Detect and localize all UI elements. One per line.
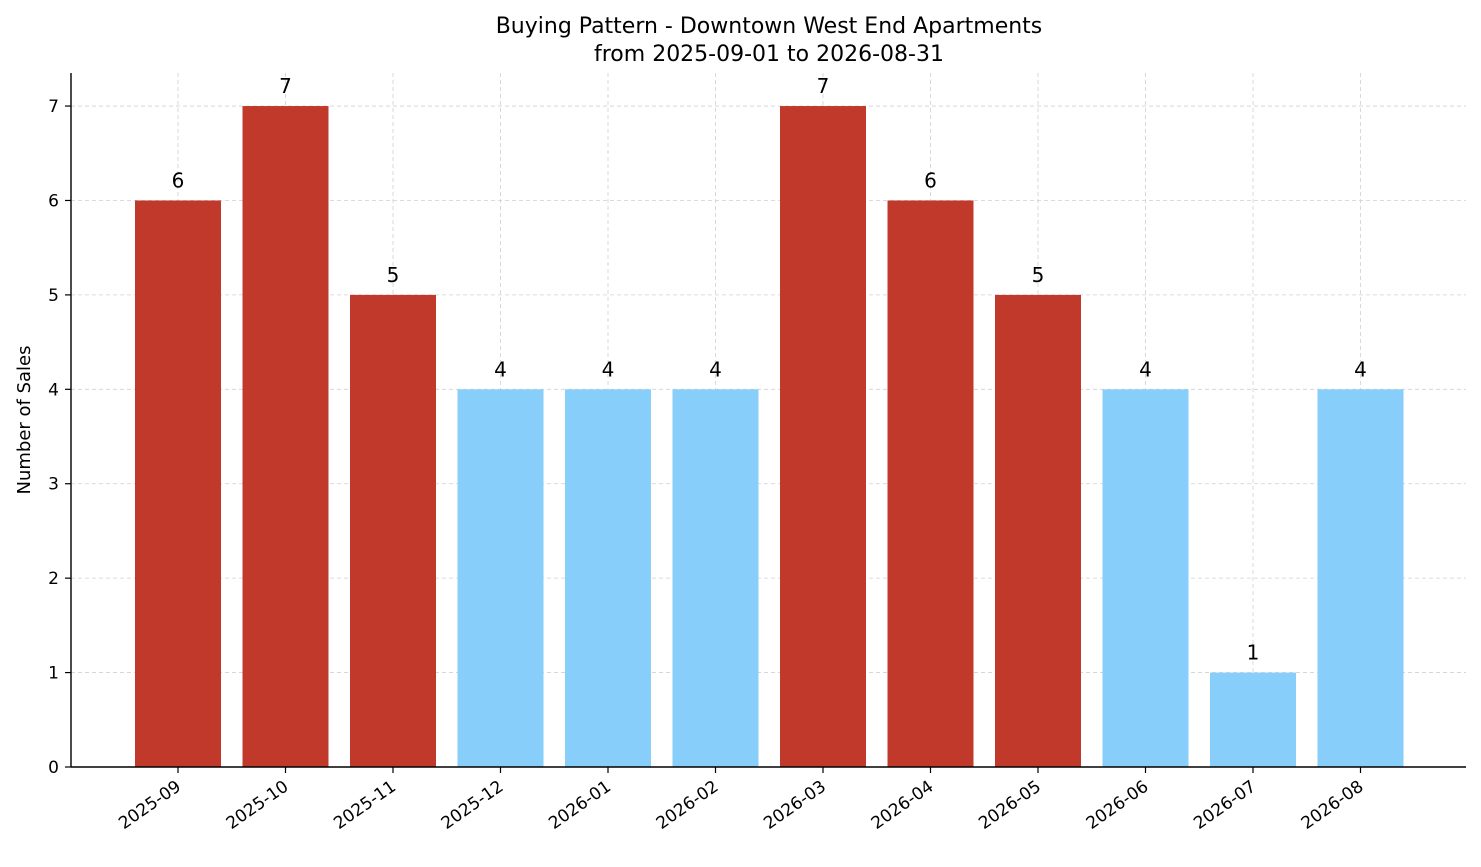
x-tick-label: 2025-10 [223, 777, 293, 834]
data-label: 6 [172, 168, 185, 192]
x-tick-label: 2025-11 [330, 777, 400, 834]
x-tick-label: 2026-06 [1083, 777, 1153, 834]
data-label: 7 [817, 74, 830, 98]
y-tick-label: 1 [48, 664, 59, 684]
data-label: 4 [494, 357, 507, 381]
bar-2026-02 [672, 389, 759, 767]
y-tick-label: 4 [48, 380, 59, 400]
bar-2026-08 [1317, 389, 1404, 767]
chart-subtitle: from 2025-09-01 to 2026-08-31 [594, 42, 944, 67]
x-tick-label: 2026-07 [1190, 777, 1260, 834]
y-tick-label: 0 [48, 758, 59, 778]
data-label: 5 [387, 263, 400, 287]
y-axis-label: Number of Sales [14, 345, 35, 494]
bar-2025-11 [350, 294, 436, 767]
x-tick-label: 2025-12 [438, 777, 508, 834]
bar-layer [135, 106, 1404, 768]
bar-2026-01 [565, 389, 651, 767]
y-tick-label: 6 [48, 191, 59, 211]
bar-2026-06 [1102, 389, 1189, 767]
x-tick-label: 2026-05 [975, 777, 1045, 834]
bar-2026-07 [1210, 672, 1296, 767]
bar-2025-09 [135, 200, 221, 768]
bar-2025-12 [457, 389, 544, 767]
y-tick-label: 5 [48, 286, 59, 306]
y-tick-label: 2 [48, 569, 59, 589]
data-label: 4 [709, 357, 722, 381]
chart-title: Buying Pattern - Downtown West End Apart… [496, 14, 1043, 39]
data-label: 1 [1247, 641, 1260, 665]
data-label: 4 [602, 357, 615, 381]
y-tick-label: 3 [48, 475, 59, 495]
x-tick-label: 2026-04 [868, 777, 938, 834]
data-label: 4 [1139, 357, 1152, 381]
x-tick-label: 2026-02 [653, 777, 723, 834]
data-label-layer: 6 7 5 4 4 4 7 6 5 4 1 4 [172, 74, 1367, 665]
data-label: 4 [1354, 357, 1367, 381]
x-tick-label: 2026-01 [545, 777, 615, 834]
y-tick-label: 7 [48, 97, 59, 117]
bar-2026-03 [780, 106, 866, 768]
x-tick-label: 2026-08 [1298, 777, 1368, 834]
data-label: 6 [924, 168, 937, 192]
data-label: 7 [279, 74, 292, 98]
x-tick-label: 2025-09 [115, 777, 185, 834]
bar-2026-04 [887, 200, 974, 768]
bar-2026-05 [995, 294, 1081, 767]
data-label: 5 [1032, 263, 1045, 287]
x-tick-label: 2026-03 [760, 777, 830, 834]
bar-2025-10 [242, 106, 329, 768]
axis-layer [70, 73, 1466, 768]
